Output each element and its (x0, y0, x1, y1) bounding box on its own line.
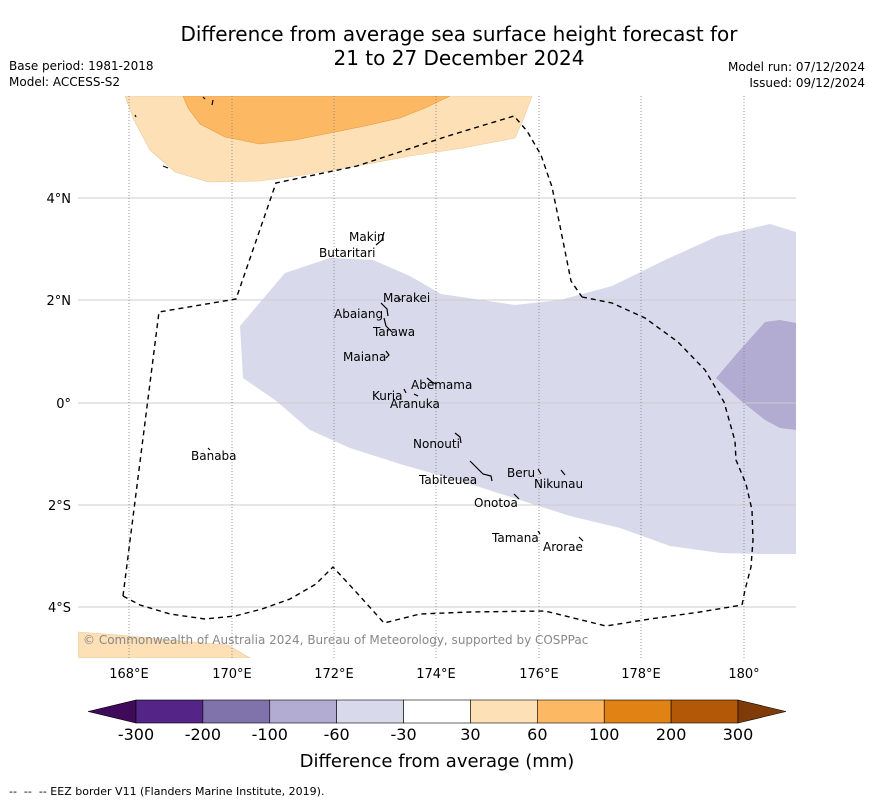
lat-label-2n: 2°N (47, 294, 72, 309)
colorbar-arrow-high (737, 699, 787, 724)
lon-label-172e: 172°E (314, 667, 354, 682)
longitude-labels: 168°E 170°E 172°E 174°E 176°E 178°E 180° (109, 667, 759, 682)
place-label-aranuka: Aranuka (390, 397, 440, 411)
place-label-kuria: Kuria (372, 389, 403, 403)
place-label-tamana: Tamana (491, 531, 539, 545)
colorbar-tick-label: -30 (390, 725, 416, 744)
anomaly-neg30-60 (240, 224, 796, 554)
lat-label-4s: 4°S (48, 601, 71, 616)
place-label-butaritari: Butaritari (319, 246, 376, 260)
place-label-banaba: Banaba (191, 449, 237, 463)
footer-note: -- -- -- EEZ border V11 (Flanders Marine… (9, 785, 325, 798)
colorbar-ticks: -300 -200 -100 -60 -30 30 60 100 200 300 (118, 725, 753, 744)
colorbar-segment (603, 699, 672, 724)
map-title: Difference from average sea surface heig… (100, 22, 818, 70)
place-label-abemama: Abemama (411, 378, 472, 392)
place-label-nikunau: Nikunau (534, 477, 583, 491)
colorbar-segment (670, 699, 739, 724)
lon-label-168e: 168°E (109, 667, 149, 682)
latitude-labels: 4°N 2°N 0° 2°S 4°S (47, 192, 72, 616)
island-outlines (134, 96, 584, 542)
lon-label-174e: 174°E (416, 667, 456, 682)
anomaly-30-60-south (78, 631, 251, 658)
colorbar-tick-label: 30 (460, 725, 480, 744)
model-run: Model run: 07/12/2024 (727, 60, 865, 74)
colorbar-tick-label: 60 (527, 725, 547, 744)
colorbar-tick-label: -200 (185, 725, 221, 744)
lat-label-2s: 2°S (48, 499, 71, 514)
lon-label-178e: 178°E (621, 667, 661, 682)
model-name: Model: ACCESS-S2 (9, 75, 121, 89)
eez-border (122, 115, 754, 627)
latitude-gridlines (78, 197, 796, 608)
map-title-line2: 21 to 27 December 2024 (333, 46, 585, 70)
place-label-onotoa: Onotoa (474, 496, 518, 510)
colorbar-label: Difference from average (mm) (300, 751, 575, 772)
lon-label-180: 180° (728, 667, 759, 682)
place-label-arorae: Arorae (543, 540, 583, 554)
colorbar-tick-label: -100 (252, 725, 288, 744)
meta-right: Model run: 07/12/2024 Issued: 09/12/2024 (728, 59, 865, 91)
colorbar-segment (269, 699, 337, 724)
lon-label-176e: 176°E (519, 667, 559, 682)
colorbar-segment (470, 699, 538, 724)
colorbar-tick-label: 100 (589, 725, 620, 744)
place-label-beru: Beru (507, 466, 535, 480)
anomaly-60-100-north (182, 96, 451, 145)
colorbar-segment (336, 699, 404, 724)
lat-label-0: 0° (56, 397, 71, 412)
anomaly-fields (78, 96, 796, 658)
base-period: Base period: 1981-2018 (9, 59, 154, 73)
issued-date: Issued: 09/12/2024 (749, 76, 865, 90)
place-label-tabiteuea: Tabiteuea (418, 473, 477, 487)
place-label-nonouti: Nonouti (413, 437, 460, 451)
place-label-makin: Makin (349, 230, 385, 244)
colorbar-segment (202, 699, 271, 724)
meta-left: Base period: 1981-2018 Model: ACCESS-S2 (9, 58, 154, 90)
place-labels: Makin Butaritari Marakei Abaiang Tarawa … (191, 230, 583, 554)
place-label-maiana: Maiana (343, 350, 386, 364)
colorbar-tick-label: 200 (656, 725, 687, 744)
place-label-abaiang: Abaiang (334, 307, 383, 321)
lon-label-170e: 170°E (212, 667, 252, 682)
map-title-line1: Difference from average sea surface heig… (180, 22, 738, 46)
place-label-tarawa: Tarawa (372, 325, 415, 339)
colorbar-arrow-low (87, 699, 137, 724)
colorbar-tick-label: -60 (324, 725, 350, 744)
longitude-gridlines (128, 96, 745, 658)
colorbar-segment (135, 699, 204, 724)
colorbar-tick-label: -300 (118, 725, 154, 744)
place-label-marakei: Marakei (383, 291, 430, 305)
colorbar-segment (537, 699, 605, 724)
colorbar-segment (403, 699, 471, 724)
colorbar (87, 699, 787, 724)
lat-label-4n: 4°N (47, 192, 72, 207)
copyright-notice: © Commonwealth of Australia 2024, Bureau… (83, 633, 588, 647)
colorbar-tick-label: 300 (723, 725, 754, 744)
